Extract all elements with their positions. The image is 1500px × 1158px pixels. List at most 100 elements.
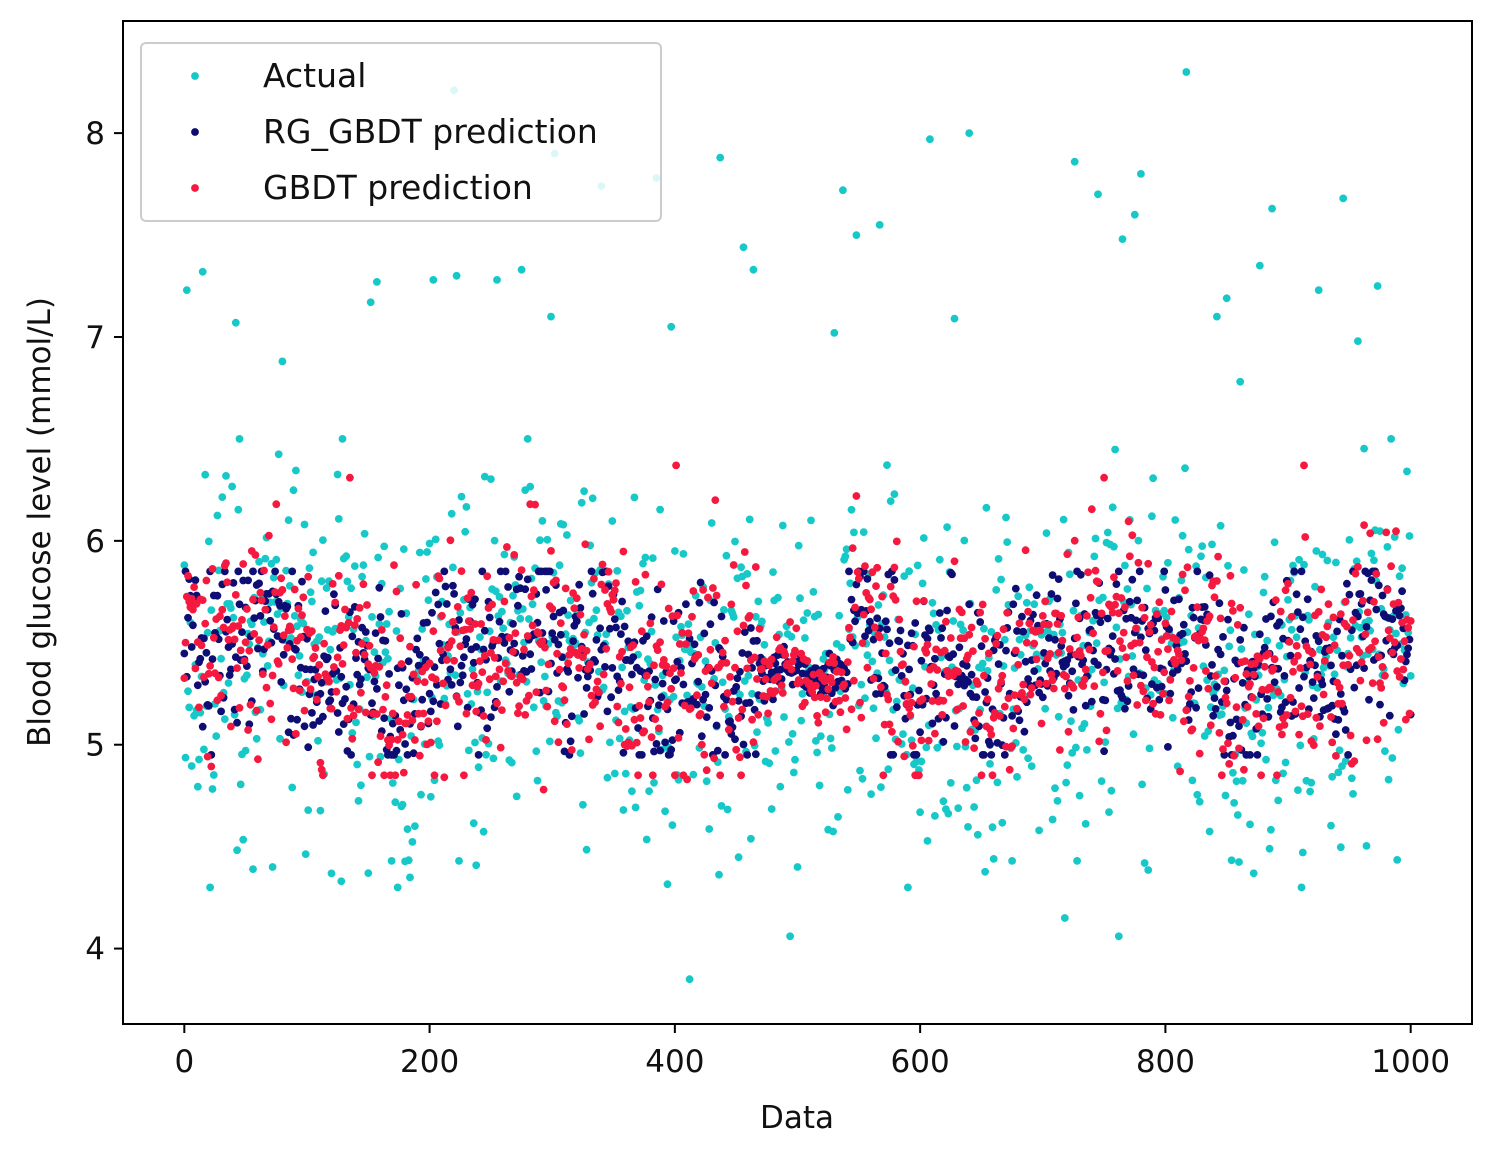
point-actual [347,584,355,593]
point-rg-gbdt [1040,649,1048,657]
point-rg-gbdt [971,734,980,743]
point-actual [1270,538,1279,547]
point-actual [608,517,617,525]
point-rg-gbdt [1123,697,1132,706]
point-actual [705,825,714,833]
point-gbdt [376,732,385,740]
point-actual [1260,572,1269,581]
point-gbdt [581,540,590,549]
point-rg-gbdt [1072,599,1080,608]
point-actual [621,769,630,778]
point-rg-gbdt [574,673,582,682]
point-actual [1025,583,1034,592]
point-gbdt [778,689,787,697]
point-gbdt [392,587,401,596]
point-gbdt [1175,650,1183,658]
point-actual [482,750,490,759]
point-gbdt [244,726,253,734]
point-actual [635,601,644,610]
point-rg-gbdt [986,740,994,749]
point-rg-gbdt [554,640,563,649]
point-actual [685,975,694,984]
point-gbdt [420,678,429,687]
point-rg-gbdt [361,628,370,636]
point-rg-gbdt [1360,664,1368,672]
point-rg-gbdt [1186,700,1194,708]
point-gbdt [518,675,527,684]
point-gbdt [837,668,846,677]
point-actual [972,776,981,785]
point-rg-gbdt [1236,636,1245,644]
point-actual [720,606,728,614]
point-gbdt [704,593,712,602]
point-actual [946,779,955,787]
point-gbdt [1395,673,1404,681]
point-actual [353,760,362,769]
point-gbdt [1292,642,1301,650]
point-gbdt [720,702,728,711]
point-rg-gbdt [1000,751,1009,759]
point-gbdt [682,640,690,648]
point-actual [1292,633,1301,642]
point-gbdt [875,633,884,642]
point-gbdt [827,678,836,687]
point-rg-gbdt [1053,594,1062,603]
point-gbdt [842,725,851,734]
point-rg-gbdt [549,612,558,621]
point-gbdt [1226,571,1235,580]
point-actual [234,505,243,514]
point-rg-gbdt [1290,567,1299,576]
point-rg-gbdt [1121,704,1129,713]
point-actual [944,809,953,818]
point-gbdt [1171,659,1180,668]
point-rg-gbdt [404,657,413,666]
point-rg-gbdt [1215,599,1224,608]
point-actual [1060,914,1069,922]
point-actual [292,466,300,475]
point-rg-gbdt [721,751,729,759]
point-gbdt [507,672,516,681]
point-rg-gbdt [950,722,959,730]
point-gbdt [435,574,444,583]
point-gbdt [390,561,398,569]
point-gbdt [548,604,557,613]
point-gbdt [585,735,593,744]
point-rg-gbdt [1246,751,1254,759]
point-rg-gbdt [679,680,688,689]
point-rg-gbdt [1009,600,1018,609]
point-gbdt [282,738,290,747]
point-gbdt [315,661,324,669]
point-rg-gbdt [505,687,514,696]
point-gbdt [1080,675,1089,684]
point-rg-gbdt [618,597,626,606]
point-rg-gbdt [1200,603,1209,611]
point-actual [1054,712,1063,721]
point-actual [1295,555,1303,564]
point-gbdt [330,663,338,671]
point-actual [642,835,651,844]
point-actual [899,730,907,738]
point-actual [1314,286,1323,294]
point-rg-gbdt [1238,679,1247,687]
point-rg-gbdt [932,689,940,698]
point-gbdt [357,688,365,697]
point-gbdt [1026,690,1035,699]
point-gbdt [494,636,503,645]
point-gbdt [751,563,760,571]
point-rg-gbdt [1294,608,1302,616]
point-actual [1238,776,1247,785]
point-actual [835,611,844,620]
point-gbdt [1392,527,1400,536]
point-gbdt [333,653,342,662]
point-actual [992,586,1001,594]
point-gbdt [671,771,679,780]
point-actual [273,610,282,618]
point-actual [507,758,516,767]
point-rg-gbdt [469,658,478,667]
point-actual [352,718,360,727]
point-rg-gbdt [487,713,495,721]
point-rg-gbdt [1068,667,1077,676]
point-rg-gbdt [987,751,996,759]
point-gbdt [308,627,316,636]
point-gbdt [953,705,961,714]
